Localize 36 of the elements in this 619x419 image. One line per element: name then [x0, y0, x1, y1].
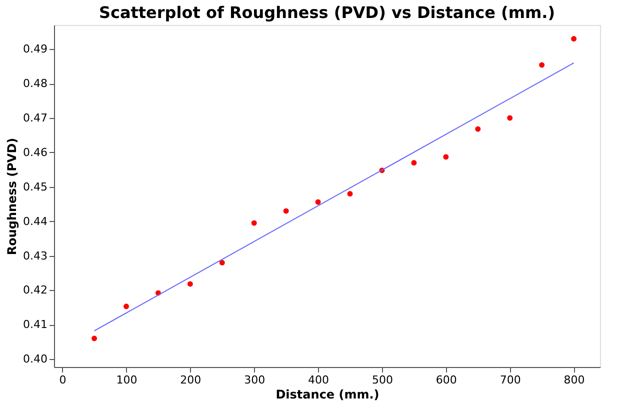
y-tick-label: 0.42	[23, 284, 48, 297]
x-tick-label: 700	[500, 374, 521, 386]
x-tick-label: 800	[564, 374, 585, 386]
point	[411, 160, 417, 166]
point	[124, 304, 129, 310]
chart-title: Scatterplot of Roughness (PVD) vs Distance (mm.)	[98, 3, 556, 22]
y-tick-label: 0.40	[23, 352, 48, 366]
point	[219, 260, 225, 266]
y-tick-label: 0.41	[23, 318, 48, 332]
point	[539, 62, 545, 68]
point	[251, 220, 257, 226]
point	[571, 36, 577, 42]
y-axis-title: Roughness (PVD)	[5, 138, 20, 256]
point	[443, 154, 449, 160]
x-tick-label: 600	[436, 374, 457, 386]
x-axis-title: Distance (mm.)	[276, 388, 380, 402]
y-tick-label: 0.43	[23, 249, 48, 262]
x-tick-label: 400	[308, 374, 330, 386]
point	[283, 208, 289, 214]
x-tick-label: 500	[372, 374, 393, 386]
y-tick-label: 0.48	[23, 77, 48, 90]
y-tick-label: 0.49	[23, 42, 48, 56]
y-tick-label: 0.44	[23, 214, 48, 228]
x-tick-label: 100	[116, 374, 138, 386]
y-tick-label: 0.46	[23, 146, 48, 159]
point	[315, 199, 321, 205]
x-tick-label: 200	[180, 374, 202, 386]
point	[187, 281, 193, 287]
point	[475, 126, 481, 132]
x-tick-label: 300	[244, 374, 266, 386]
point	[347, 191, 353, 196]
y-tick-label: 0.47	[23, 111, 48, 124]
x-tick-label: 0	[59, 374, 66, 386]
point	[92, 336, 98, 342]
y-tick-label: 0.45	[23, 180, 48, 194]
point	[507, 115, 513, 121]
